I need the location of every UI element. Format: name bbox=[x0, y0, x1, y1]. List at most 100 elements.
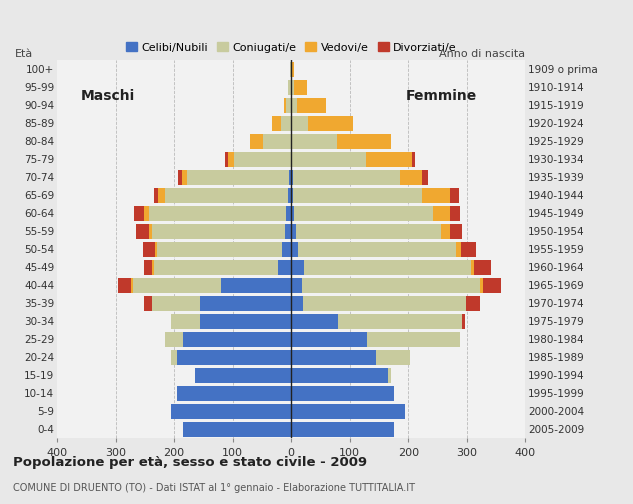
Bar bbox=[291, 368, 391, 383]
Bar bbox=[183, 422, 291, 437]
Bar bbox=[291, 98, 327, 113]
Bar bbox=[291, 80, 294, 95]
Bar bbox=[291, 80, 307, 95]
Bar bbox=[291, 386, 394, 401]
Bar bbox=[291, 242, 456, 257]
Bar bbox=[287, 206, 291, 221]
Bar bbox=[171, 350, 291, 365]
Bar bbox=[291, 260, 491, 275]
Bar bbox=[291, 296, 303, 311]
Bar bbox=[183, 422, 291, 437]
Bar bbox=[194, 368, 291, 383]
Bar bbox=[144, 260, 291, 275]
Bar bbox=[291, 350, 410, 365]
Bar bbox=[158, 188, 291, 203]
Bar bbox=[290, 62, 291, 77]
Bar bbox=[291, 422, 394, 437]
Bar bbox=[177, 350, 291, 365]
Bar bbox=[282, 242, 291, 257]
Bar bbox=[291, 242, 475, 257]
Bar bbox=[177, 386, 291, 401]
Bar bbox=[152, 224, 291, 239]
Bar bbox=[291, 368, 388, 383]
Bar bbox=[165, 332, 291, 347]
Bar bbox=[291, 224, 296, 239]
Bar bbox=[291, 62, 294, 77]
Bar bbox=[165, 188, 291, 203]
Bar bbox=[183, 422, 291, 437]
Bar bbox=[291, 368, 391, 383]
Bar bbox=[187, 170, 291, 185]
Bar bbox=[171, 404, 291, 419]
Bar bbox=[291, 242, 461, 257]
Bar bbox=[291, 296, 466, 311]
Bar bbox=[153, 260, 291, 275]
Bar bbox=[291, 242, 298, 257]
Bar bbox=[291, 206, 450, 221]
Bar bbox=[183, 332, 291, 347]
Bar bbox=[291, 278, 302, 293]
Text: Anno di nascita: Anno di nascita bbox=[439, 48, 525, 58]
Text: Femmine: Femmine bbox=[405, 90, 477, 103]
Bar bbox=[171, 314, 291, 329]
Bar bbox=[194, 368, 291, 383]
Bar bbox=[182, 170, 291, 185]
Bar bbox=[285, 224, 291, 239]
Bar bbox=[143, 242, 291, 257]
Bar bbox=[153, 296, 291, 311]
Bar bbox=[250, 134, 291, 149]
Bar bbox=[291, 404, 405, 419]
Bar bbox=[291, 278, 483, 293]
Bar bbox=[171, 350, 291, 365]
Bar bbox=[291, 116, 308, 131]
Bar bbox=[194, 368, 291, 383]
Bar bbox=[291, 260, 474, 275]
Bar bbox=[290, 62, 291, 77]
Bar bbox=[291, 188, 422, 203]
Bar bbox=[280, 116, 291, 131]
Bar bbox=[291, 260, 304, 275]
Bar bbox=[288, 188, 291, 203]
Bar bbox=[291, 422, 394, 437]
Bar bbox=[291, 260, 471, 275]
Bar bbox=[154, 242, 291, 257]
Bar bbox=[289, 170, 291, 185]
Bar bbox=[291, 332, 460, 347]
Bar bbox=[171, 404, 291, 419]
Bar bbox=[291, 296, 466, 311]
Bar bbox=[133, 278, 291, 293]
Bar bbox=[291, 170, 422, 185]
Bar bbox=[272, 116, 291, 131]
Bar bbox=[291, 188, 459, 203]
Bar bbox=[291, 350, 410, 365]
Bar bbox=[149, 206, 291, 221]
Bar bbox=[291, 152, 415, 167]
Bar bbox=[291, 350, 410, 365]
Bar bbox=[234, 152, 291, 167]
Bar bbox=[250, 134, 291, 149]
Bar bbox=[291, 224, 461, 239]
Bar bbox=[153, 296, 291, 311]
Bar bbox=[291, 404, 405, 419]
Bar bbox=[291, 332, 460, 347]
Bar bbox=[183, 422, 291, 437]
Bar bbox=[284, 98, 291, 113]
Bar bbox=[221, 278, 291, 293]
Bar bbox=[136, 224, 291, 239]
Bar bbox=[118, 278, 291, 293]
Bar bbox=[291, 170, 399, 185]
Bar bbox=[291, 62, 294, 77]
Bar bbox=[291, 314, 465, 329]
Bar bbox=[149, 224, 291, 239]
Bar bbox=[288, 80, 291, 95]
Bar bbox=[291, 206, 434, 221]
Bar bbox=[131, 278, 291, 293]
Bar bbox=[144, 296, 291, 311]
Text: Età: Età bbox=[15, 48, 33, 58]
Bar bbox=[288, 80, 291, 95]
Bar bbox=[144, 206, 291, 221]
Bar bbox=[291, 314, 462, 329]
Bar bbox=[194, 368, 291, 383]
Bar bbox=[291, 278, 480, 293]
Bar bbox=[291, 224, 450, 239]
